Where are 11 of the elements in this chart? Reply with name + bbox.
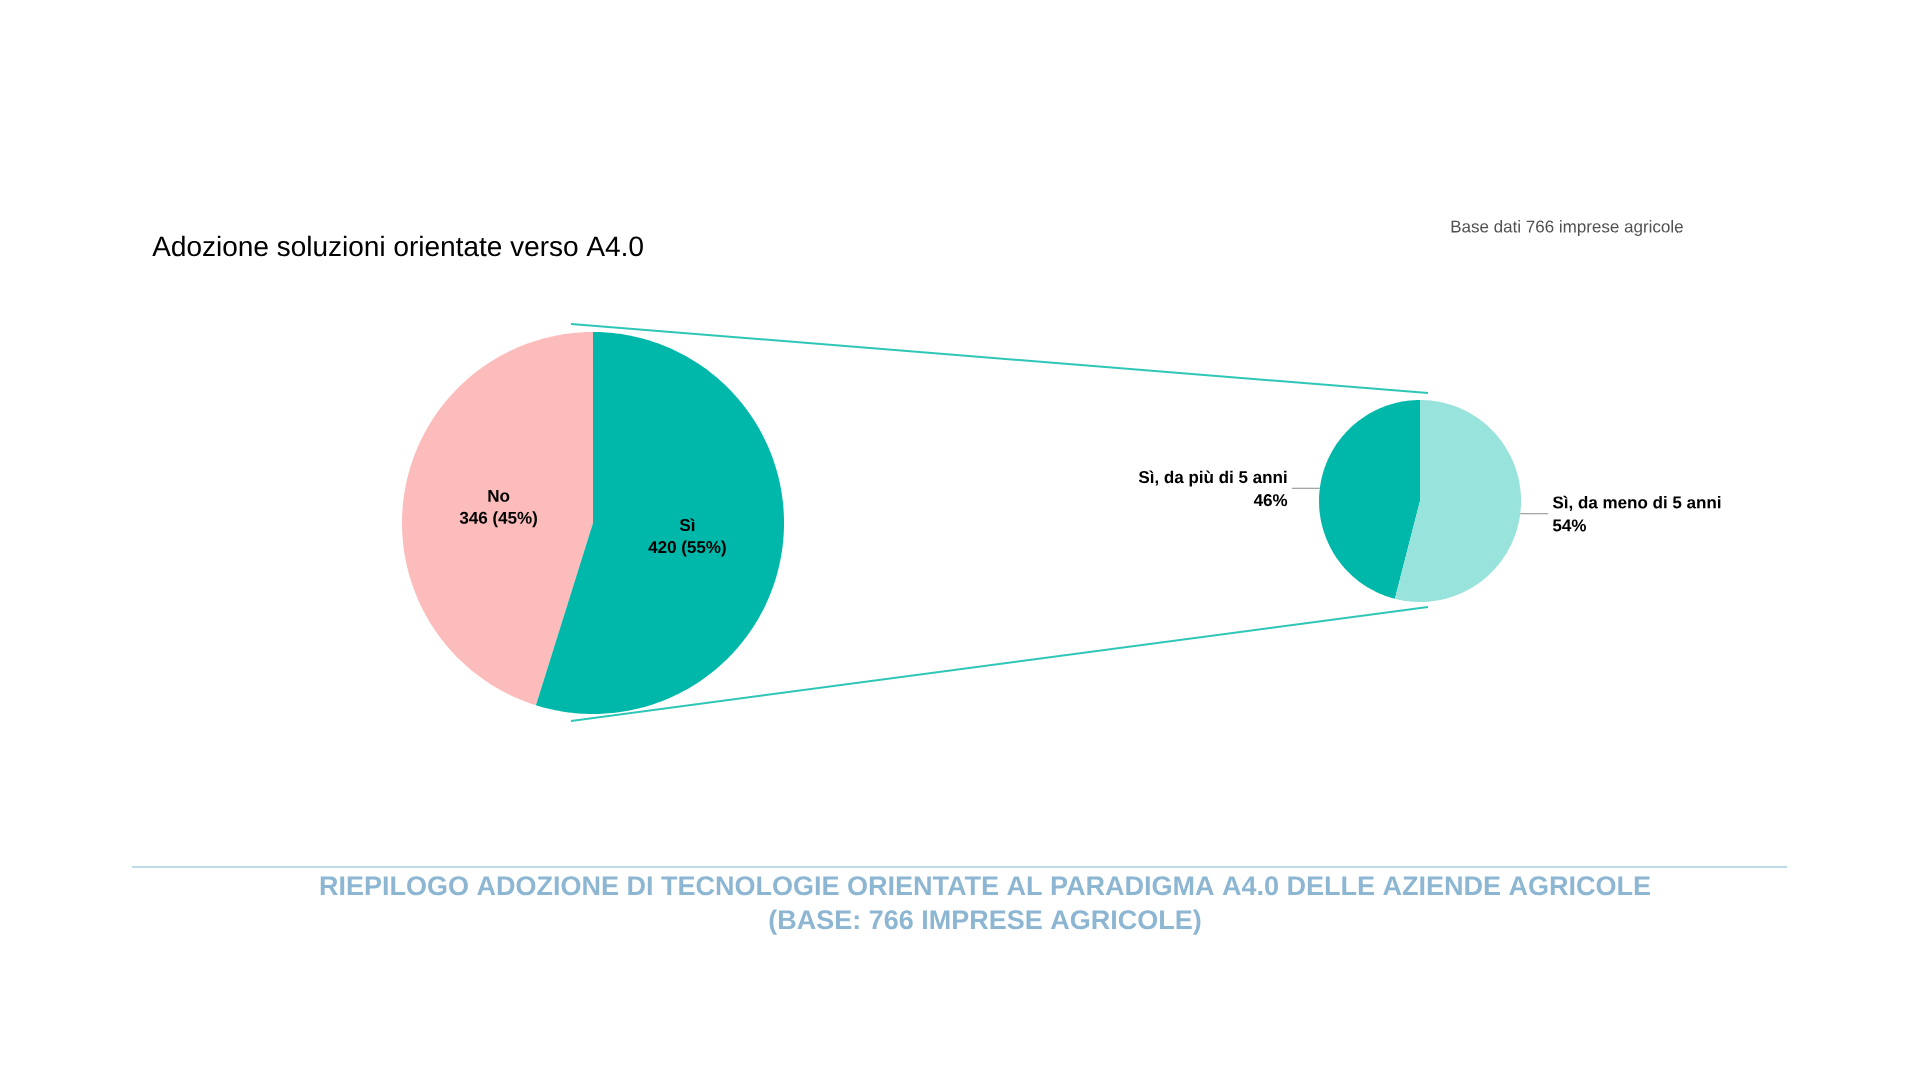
slice-label: Sì, da meno di 5 anni [1552, 495, 1721, 511]
data-label: 346 (45%) [459, 511, 537, 528]
slice-label: No [488, 489, 510, 502]
slice-label: Sì, da più di 5 anni [1138, 470, 1287, 487]
data-label: 46% [1253, 494, 1288, 507]
data-label: 54% [1552, 519, 1586, 532]
chart-title: Adozione soluzioni orientate verso A4.0 [152, 235, 643, 257]
data-label: 420 (55%) [648, 540, 726, 557]
text: RIEPILOGO ADOZIONE DI TECNOLOGIE ORIENTATE AL PARADIGMA A4.0 DELLE AZIENDE AGRICOLE (BASE: 766 IMPRESE AGRICOLE) [320, 876, 1650, 935]
text: Base dati 766 imprese agricole [1451, 220, 1683, 236]
slice-label: Sì [679, 518, 695, 532]
